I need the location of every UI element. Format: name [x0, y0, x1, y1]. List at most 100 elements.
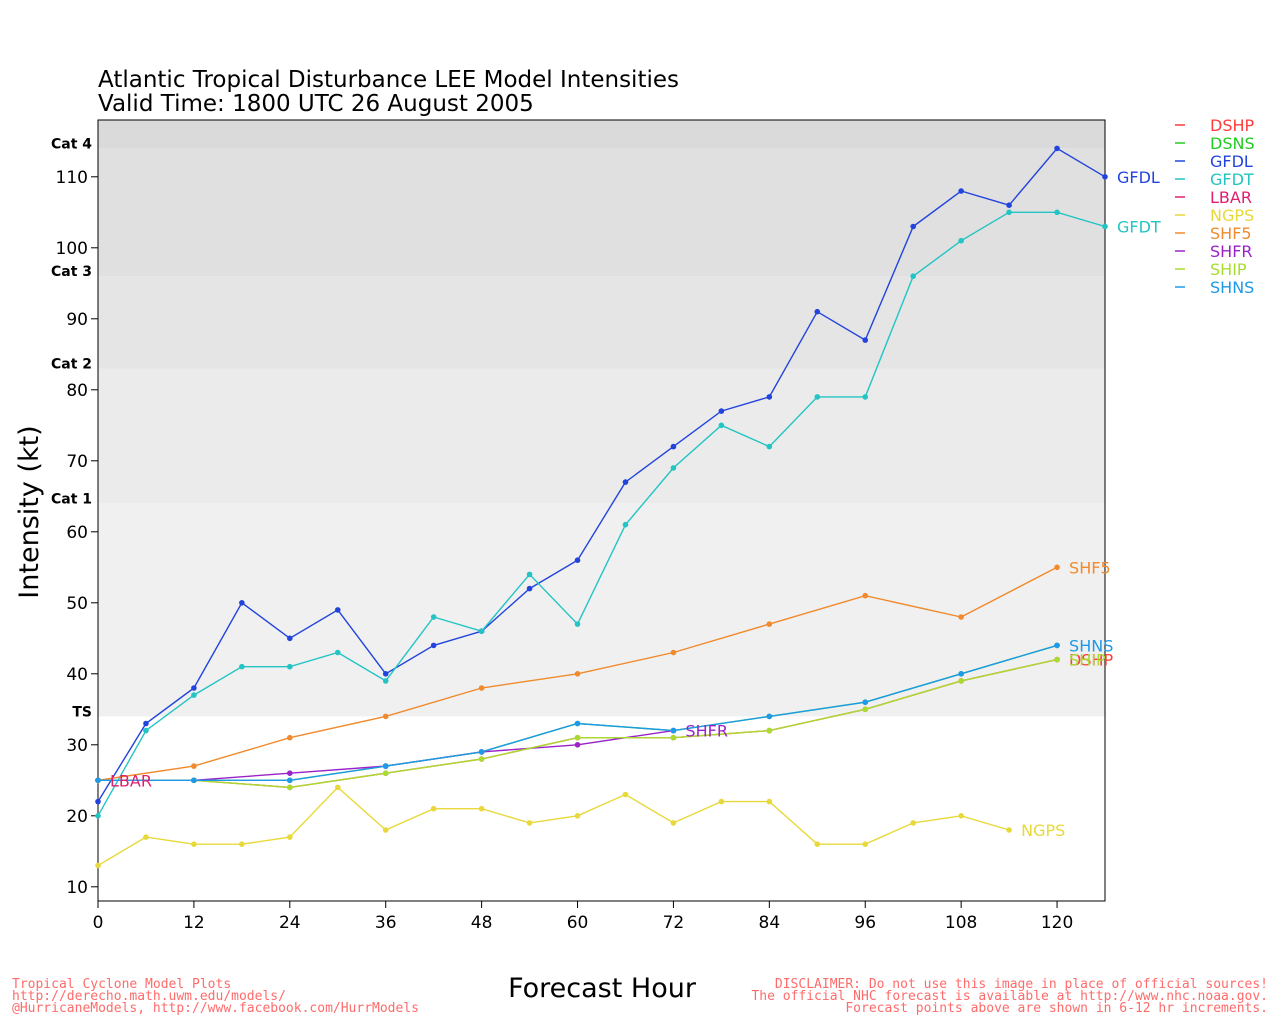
- x-tick-label-120: 120: [1041, 913, 1073, 933]
- point-ngps-17: [910, 820, 916, 826]
- point-ngps-19: [1006, 827, 1012, 833]
- y-tick-label-110: 110: [56, 168, 88, 188]
- point-gfdl-12: [670, 443, 677, 450]
- point-shf5-8: [862, 592, 869, 599]
- point-gfdl-15: [814, 308, 821, 315]
- point-gfdl-5: [334, 607, 341, 613]
- point-gfdt-16: [862, 394, 869, 400]
- point-ngps-7: [430, 805, 437, 812]
- point-ngps-2: [191, 841, 197, 847]
- footer-right-line-1: DISCLAIMER: Do not use this image in pla…: [775, 977, 1268, 992]
- footer-left-line-2: http://derecho.math.uwm.edu/models/: [12, 989, 286, 1004]
- point-gfdl-14: [766, 394, 773, 400]
- series-line-gfdl: [97, 147, 1106, 802]
- point-gfdl-0: [95, 798, 101, 805]
- point-gfdl-9: [526, 585, 533, 592]
- point-gfdt-10: [574, 621, 581, 627]
- end-label-gfdt: GFDT: [1117, 218, 1161, 237]
- legend-label-dshp: DSHP: [1210, 116, 1255, 135]
- y-tick-label-100: 100: [56, 239, 88, 259]
- point-shf5-6: [670, 649, 677, 656]
- y-tick-label-80: 80: [66, 381, 88, 401]
- point-shns-10: [1054, 642, 1060, 649]
- x-tick-label-60: 60: [567, 913, 589, 933]
- band-ts: [98, 503, 1105, 717]
- y-tick-label-10: 10: [66, 878, 88, 898]
- point-ngps-13: [718, 798, 725, 805]
- point-shf5-2: [287, 734, 293, 741]
- x-tick-label-108: 108: [945, 913, 977, 933]
- point-gfdl-13: [718, 408, 725, 414]
- point-gfdt-6: [382, 678, 389, 684]
- legend-label-shf5: SHF5: [1210, 224, 1252, 243]
- band-label-2: Cat 2: [51, 357, 92, 373]
- band-cat-3: [98, 148, 1105, 277]
- point-ngps-16: [862, 841, 869, 847]
- point-gfdl-4: [287, 635, 293, 642]
- point-gfdt-20: [1054, 209, 1060, 216]
- end-label-gfdl: GFDL: [1117, 168, 1160, 187]
- x-tick-label-72: 72: [663, 913, 685, 933]
- x-tick-label-96: 96: [854, 913, 876, 933]
- x-tick-label-36: 36: [375, 913, 397, 933]
- point-gfdt-21: [1102, 223, 1108, 230]
- end-label-dshp: DSHP: [1069, 651, 1114, 670]
- point-shf5-5: [574, 671, 581, 677]
- point-shns-4: [478, 749, 485, 755]
- point-ship-4: [478, 756, 485, 762]
- point-ngps-11: [622, 791, 629, 798]
- footer-right-line-2: The official NHC forecast is available a…: [751, 989, 1268, 1004]
- point-ship-2: [287, 784, 293, 791]
- y-tick-label-50: 50: [66, 594, 88, 614]
- y-tick-label-90: 90: [66, 310, 88, 330]
- point-ship-9: [958, 678, 964, 684]
- point-gfdl-18: [958, 188, 964, 194]
- point-gfdt-18: [958, 237, 964, 244]
- x-tick-label-0: 0: [93, 913, 104, 933]
- point-gfdt-1: [143, 727, 149, 734]
- point-gfdt-2: [191, 692, 197, 698]
- end-label-ship: SHIP: [1069, 651, 1106, 670]
- point-gfdt-7: [430, 614, 437, 620]
- x-tick-label-24: 24: [279, 913, 301, 933]
- point-gfdl-1: [143, 720, 149, 727]
- band-label-0: TS: [72, 704, 92, 720]
- y-tick-label-60: 60: [66, 523, 88, 543]
- y-axis-title: Intensity (kt): [14, 425, 45, 598]
- point-ship-6: [670, 734, 677, 741]
- point-shns-6: [670, 727, 677, 734]
- end-label-lbar: LBAR: [110, 771, 152, 790]
- legend-label-shfr: SHFR: [1210, 242, 1253, 261]
- chart-subtitle: Valid Time: 1800 UTC 26 August 2005: [98, 91, 534, 117]
- point-gfdl-7: [430, 642, 437, 649]
- point-ship-7: [766, 727, 773, 734]
- point-gfdt-14: [766, 443, 773, 450]
- chart-title: Atlantic Tropical Disturbance LEE Model …: [98, 67, 679, 93]
- point-ngps-0: [95, 862, 101, 869]
- point-gfdl-16: [862, 337, 869, 343]
- point-ngps-5: [334, 784, 341, 791]
- band-label-4: Cat 4: [51, 136, 92, 152]
- point-shns-2: [287, 777, 293, 784]
- point-shf5-1: [191, 763, 197, 769]
- series-line-ngps: [97, 786, 1010, 867]
- point-gfdt-0: [95, 813, 101, 819]
- point-shf5-4: [478, 685, 485, 691]
- footer-left-line-1: Tropical Cyclone Model Plots: [12, 977, 231, 992]
- point-shfr-5: [574, 742, 581, 748]
- point-ngps-12: [670, 820, 677, 826]
- point-gfdl-2: [191, 685, 197, 691]
- band-cat-4: [98, 120, 1105, 149]
- point-gfdt-5: [334, 649, 341, 656]
- point-shns-5: [574, 720, 581, 727]
- point-shns-7: [766, 713, 773, 720]
- point-gfdt-19: [1006, 209, 1012, 216]
- point-shf5-3: [382, 713, 389, 720]
- plot-frame: [97, 119, 1106, 902]
- end-label-shfr: SHFR: [685, 722, 728, 741]
- y-tick-label-30: 30: [66, 736, 88, 756]
- point-shns-9: [958, 671, 964, 677]
- point-shf5-7: [766, 621, 773, 627]
- point-gfdt-9: [526, 571, 533, 578]
